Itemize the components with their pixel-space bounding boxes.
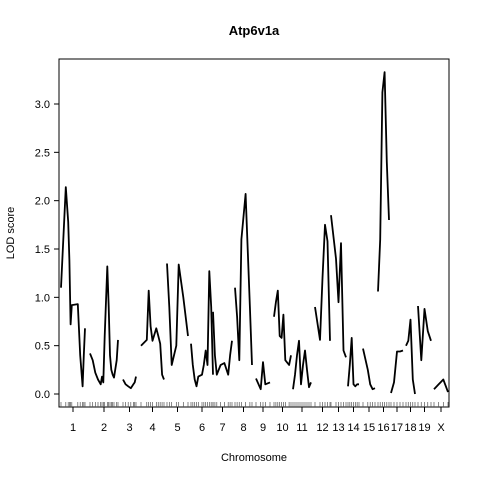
y-tick-label: 0.0: [35, 389, 50, 401]
lod-curve-chr-3: [122, 376, 137, 390]
lod-curve-chr-10: [273, 289, 292, 366]
lod-curve-chr-13: [330, 215, 347, 358]
y-tick-label: 2.5: [35, 147, 50, 159]
x-tick-label: 9: [260, 422, 266, 434]
lod-curve-chr-7: [212, 311, 233, 376]
plot-frame: [58, 58, 450, 408]
x-tick-label: 12: [316, 422, 328, 434]
x-tick-label: 4: [149, 422, 155, 434]
lod-curve-chr-19: [417, 305, 432, 362]
x-tick-label: 19: [418, 422, 430, 434]
x-tick-label: 17: [391, 422, 403, 434]
lod-curve-chr-5: [166, 263, 189, 366]
lod-curve-chr-18: [405, 318, 416, 395]
x-tick-label: 16: [377, 422, 389, 434]
y-tick-label: 0.5: [35, 341, 50, 353]
x-tick-label: 18: [404, 422, 416, 434]
chart-title: Atp6v1a: [229, 23, 280, 38]
y-axis: 0.0 0.5 1.0 1.5 2.0 2.5 3.0: [35, 99, 59, 401]
x-tick-label: X: [437, 422, 445, 434]
y-tick-label: 3.0: [35, 99, 50, 111]
lod-curve-chr-12: [314, 223, 331, 341]
x-tick-label: 7: [219, 422, 225, 434]
lod-curve-chr-X: [433, 378, 449, 393]
lod-curve-chr-8: [234, 193, 253, 366]
lod-curves: [60, 71, 449, 395]
x-axis: 1 2 3 4 5 6 7 8 9 10 11 12 13 14 15 16 17 18 19 X: [70, 407, 445, 434]
lod-curve-chr-15: [362, 348, 376, 391]
x-tick-label: 8: [240, 422, 246, 434]
lod-curve-chr-16: [377, 71, 390, 292]
x-tick-label: 2: [101, 422, 107, 434]
lod-curve-chr-9: [255, 361, 271, 391]
lod-curve-chr-11: [292, 339, 312, 390]
lod-curve-chr-4: [140, 289, 165, 380]
lod-curve-chr-1: [60, 186, 86, 388]
marker-rug: [60, 402, 449, 407]
x-tick-label: 11: [296, 422, 307, 434]
y-tick-label: 1.0: [35, 292, 50, 304]
x-tick-label: 5: [174, 422, 180, 434]
x-tick-label: 1: [70, 422, 76, 434]
x-axis-label: Chromosome: [221, 452, 287, 464]
y-tick-label: 1.5: [35, 244, 50, 256]
lod-curve-chr-14: [347, 337, 359, 388]
lod-curve-chr-2: [89, 265, 119, 386]
x-tick-label: 10: [276, 422, 288, 434]
x-tick-label: 13: [332, 422, 344, 434]
x-tick-label: 6: [199, 422, 205, 434]
y-tick-label: 2.0: [35, 196, 50, 208]
lod-curve-chr-6: [190, 270, 214, 388]
lod-curve-chr-17: [390, 349, 404, 394]
y-axis-label: LOD score: [5, 207, 17, 260]
x-tick-label: 14: [347, 422, 359, 434]
x-tick-label: 15: [363, 422, 375, 434]
x-tick-label: 3: [126, 422, 132, 434]
